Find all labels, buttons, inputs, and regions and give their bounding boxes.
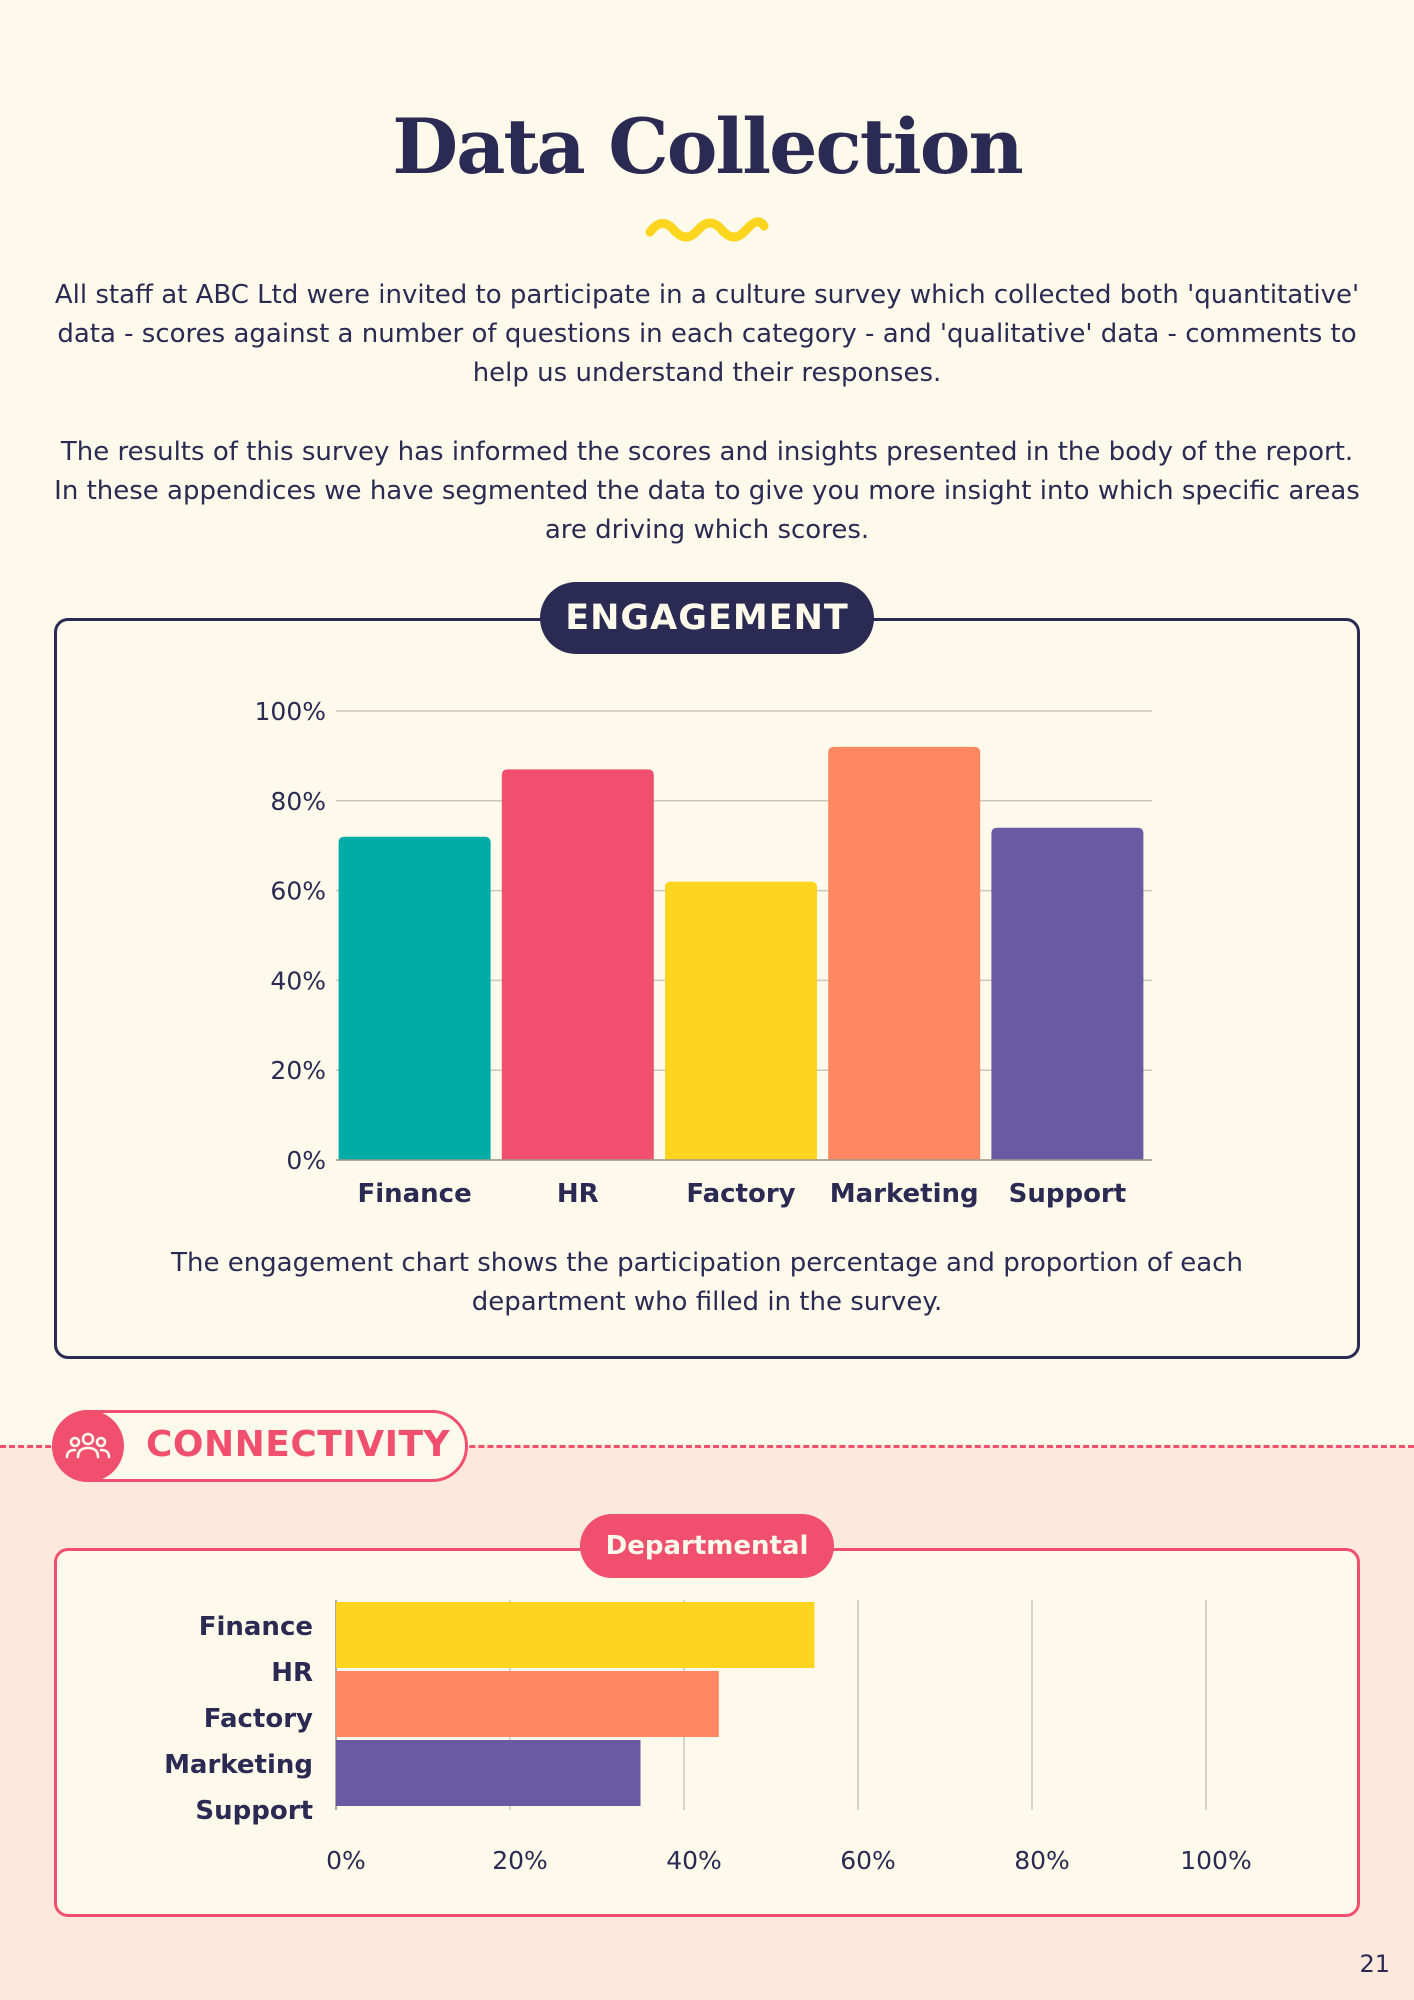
intro-paragraph-2: The results of this survey has informed … (54, 437, 1360, 545)
connectivity-icon-circle (52, 1410, 124, 1482)
connectivity-heading: CONNECTIVITY (146, 1424, 451, 1465)
engagement-caption: The engagement chart shows the participa… (171, 1248, 1243, 1317)
squiggle-decoration (645, 217, 769, 242)
departmental-panel (54, 1548, 1360, 1917)
engagement-heading: ENGAGEMENT (540, 582, 874, 654)
page-title: Data Collection (392, 102, 1023, 191)
page-number: 21 (1359, 1950, 1390, 1978)
intro-paragraph-1: All staff at ABC Ltd were invited to par… (54, 280, 1360, 388)
departmental-heading: Departmental (580, 1514, 834, 1578)
people-group-icon (65, 1432, 111, 1459)
section-divider (0, 1445, 1414, 1448)
